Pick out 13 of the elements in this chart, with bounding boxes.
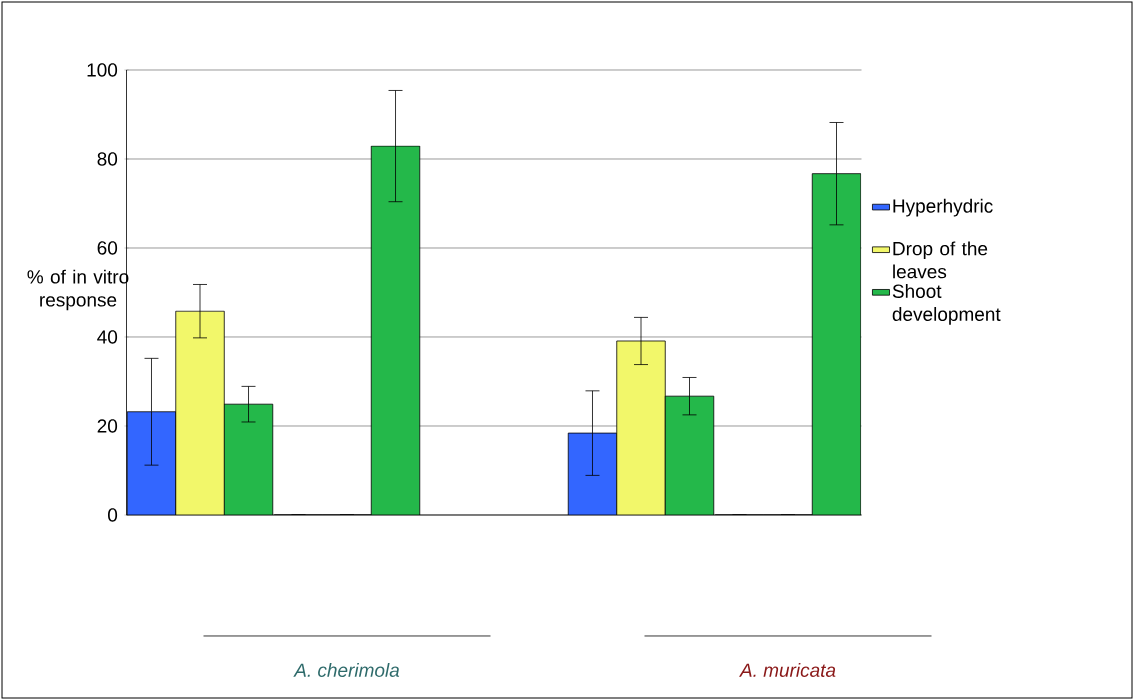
legend-label: Hyperhydric	[893, 198, 993, 217]
y-tick-label: 60	[97, 241, 118, 255]
y-tick-label: 100	[87, 63, 118, 77]
y-tick-label: 80	[97, 152, 118, 166]
bar	[175, 310, 225, 515]
text: A. muricata	[739, 663, 836, 677]
y-tick-label: 0	[108, 508, 118, 522]
bar	[616, 340, 666, 515]
y-tick-label: 40	[97, 330, 118, 344]
legend-label: Drop of the leaves	[893, 241, 988, 279]
text: A. cherimola	[293, 663, 400, 677]
legend-label: Shoot development	[892, 284, 1001, 325]
y-tick-label: 20	[97, 419, 118, 433]
